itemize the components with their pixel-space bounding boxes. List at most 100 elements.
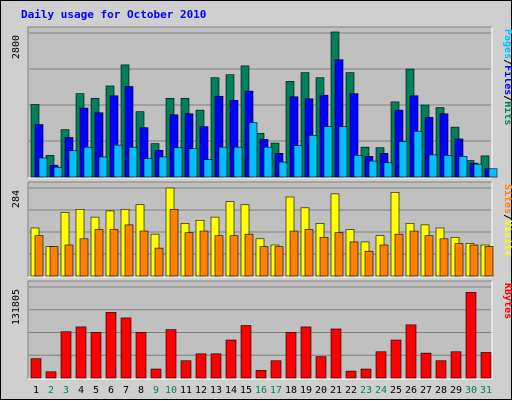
bar-sites-day-11 xyxy=(184,232,194,277)
day-label-2: 2 xyxy=(48,385,54,396)
bar-kbytes-day-12 xyxy=(195,353,207,379)
bar-sites-day-6 xyxy=(109,229,119,277)
bar-pages-day-23 xyxy=(368,160,378,178)
day-label-10: 10 xyxy=(165,385,177,396)
bar-kbytes-day-30 xyxy=(465,292,477,379)
bar-pages-day-9 xyxy=(158,156,168,178)
bar-pages-day-18 xyxy=(293,145,303,178)
bar-pages-day-15 xyxy=(248,122,258,178)
bar-pages-day-28 xyxy=(443,155,453,178)
bar-pages-day-20 xyxy=(323,126,333,178)
bar-sites-day-8 xyxy=(139,230,149,277)
bar-pages-day-7 xyxy=(128,146,138,178)
bar-kbytes-day-4 xyxy=(75,326,87,379)
bar-pages-day-26 xyxy=(413,130,423,178)
max-label-hits-files-pages: 2800 xyxy=(11,35,22,59)
bar-sites-day-9 xyxy=(154,247,164,277)
bar-pages-day-11 xyxy=(188,148,198,178)
bar-sites-day-18 xyxy=(289,230,299,277)
bar-pages-day-4 xyxy=(83,146,93,178)
day-label-22: 22 xyxy=(345,385,357,396)
day-label-1: 1 xyxy=(33,385,39,396)
bar-sites-day-16 xyxy=(259,246,269,277)
bar-pages-day-24 xyxy=(383,162,393,178)
bar-pages-day-22 xyxy=(353,155,363,178)
bar-pages-day-19 xyxy=(308,135,318,178)
series-label-part: Files xyxy=(502,65,512,95)
bar-sites-day-10 xyxy=(169,209,179,277)
bar-kbytes-day-9 xyxy=(150,368,162,379)
bar-kbytes-day-20 xyxy=(315,356,327,379)
day-label-11: 11 xyxy=(180,385,192,396)
bar-sites-day-1 xyxy=(34,235,44,277)
bar-sites-day-14 xyxy=(229,235,239,277)
bar-pages-day-6 xyxy=(113,144,123,178)
bar-pages-day-12 xyxy=(203,159,213,178)
bar-pages-day-1 xyxy=(38,157,48,178)
bar-kbytes-day-5 xyxy=(90,332,102,379)
bar-sites-day-20 xyxy=(319,236,329,277)
bar-kbytes-day-3 xyxy=(60,331,72,379)
bar-kbytes-day-7 xyxy=(120,317,132,379)
bar-sites-day-29 xyxy=(454,243,464,277)
bar-sites-day-22 xyxy=(349,241,359,277)
bar-sites-day-26 xyxy=(409,230,419,277)
bar-kbytes-day-13 xyxy=(210,353,222,379)
day-label-18: 18 xyxy=(285,385,297,396)
bar-kbytes-day-22 xyxy=(345,370,357,379)
bar-sites-day-5 xyxy=(94,229,104,277)
bar-pages-day-31 xyxy=(488,168,498,178)
day-label-27: 27 xyxy=(420,385,432,396)
series-label-part: Visits xyxy=(502,220,512,256)
series-label-part: Hits xyxy=(502,101,512,125)
bar-sites-day-24 xyxy=(379,244,389,277)
day-label-31: 31 xyxy=(480,385,492,396)
day-label-3: 3 xyxy=(63,385,69,396)
day-label-16: 16 xyxy=(255,385,267,396)
day-label-8: 8 xyxy=(138,385,144,396)
series-label-part: / xyxy=(502,95,512,101)
day-label-25: 25 xyxy=(390,385,402,396)
bar-pages-day-14 xyxy=(233,146,243,178)
bar-kbytes-day-6 xyxy=(105,312,117,379)
day-label-17: 17 xyxy=(270,385,282,396)
bar-kbytes-day-18 xyxy=(285,332,297,379)
day-label-20: 20 xyxy=(315,385,327,396)
day-label-24: 24 xyxy=(375,385,387,396)
day-label-15: 15 xyxy=(240,385,252,396)
series-label-visits-sites: Sites/Visits xyxy=(502,184,512,256)
bar-kbytes-day-29 xyxy=(450,351,462,379)
bar-sites-day-17 xyxy=(274,246,284,277)
day-label-30: 30 xyxy=(465,385,477,396)
chart-title: Daily usage for October 2010 xyxy=(21,8,207,21)
day-label-13: 13 xyxy=(210,385,222,396)
day-label-19: 19 xyxy=(300,385,312,396)
bar-kbytes-day-23 xyxy=(360,368,372,379)
bar-sites-day-27 xyxy=(424,235,434,277)
series-label-part: / xyxy=(502,59,512,65)
day-label-6: 6 xyxy=(108,385,114,396)
bar-kbytes-day-15 xyxy=(240,325,252,379)
series-label-part: / xyxy=(502,214,512,220)
bar-kbytes-day-25 xyxy=(390,339,402,379)
bar-kbytes-day-19 xyxy=(300,326,312,379)
bar-sites-day-3 xyxy=(64,244,74,277)
bar-sites-day-25 xyxy=(394,233,404,277)
bar-kbytes-day-10 xyxy=(165,329,177,379)
bar-pages-day-3 xyxy=(68,150,78,178)
bar-pages-day-30 xyxy=(473,163,483,178)
bar-sites-day-23 xyxy=(364,250,374,277)
bar-kbytes-day-31 xyxy=(480,352,492,379)
bar-kbytes-day-28 xyxy=(435,360,447,379)
bar-sites-day-12 xyxy=(199,230,209,277)
day-label-14: 14 xyxy=(225,385,237,396)
series-label-hits-files-pages: Pages/Files/Hits xyxy=(502,29,512,125)
series-label-part: Sites xyxy=(502,184,512,214)
day-label-4: 4 xyxy=(78,385,84,396)
bar-kbytes-day-14 xyxy=(225,339,237,379)
max-label-visits-sites: 284 xyxy=(11,190,22,208)
bar-kbytes-day-27 xyxy=(420,352,432,379)
series-label-kbytes: KBytes xyxy=(502,283,512,319)
